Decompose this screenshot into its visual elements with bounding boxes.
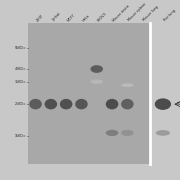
Ellipse shape xyxy=(121,84,134,87)
Ellipse shape xyxy=(45,99,57,109)
Ellipse shape xyxy=(106,130,118,136)
Ellipse shape xyxy=(91,80,103,84)
Text: BCAS2: BCAS2 xyxy=(177,102,180,106)
Text: MCF7: MCF7 xyxy=(66,13,76,22)
Ellipse shape xyxy=(121,130,134,136)
Text: Jurkat: Jurkat xyxy=(51,12,61,22)
Ellipse shape xyxy=(156,130,170,136)
Text: 25KD=: 25KD= xyxy=(15,102,26,106)
Ellipse shape xyxy=(121,99,134,109)
Text: Mouse lung: Mouse lung xyxy=(143,5,160,22)
Text: 15KD=: 15KD= xyxy=(15,134,26,138)
Text: 55KD=: 55KD= xyxy=(15,46,26,50)
Text: Rat lung: Rat lung xyxy=(163,9,176,22)
Bar xyxy=(28,23,150,164)
Text: HeLa: HeLa xyxy=(81,13,91,22)
Text: 35KD=: 35KD= xyxy=(15,80,26,84)
Ellipse shape xyxy=(155,98,171,110)
Bar xyxy=(152,23,174,164)
Ellipse shape xyxy=(75,99,88,109)
Text: SKOV3: SKOV3 xyxy=(97,11,108,22)
Ellipse shape xyxy=(106,99,118,109)
Ellipse shape xyxy=(60,99,72,109)
Text: 293T: 293T xyxy=(36,13,45,22)
Ellipse shape xyxy=(91,65,103,73)
Text: Mouse spleen: Mouse spleen xyxy=(127,3,147,22)
Text: 40KD=: 40KD= xyxy=(15,67,26,71)
Ellipse shape xyxy=(29,99,42,109)
Text: Mouse testis: Mouse testis xyxy=(112,4,131,22)
